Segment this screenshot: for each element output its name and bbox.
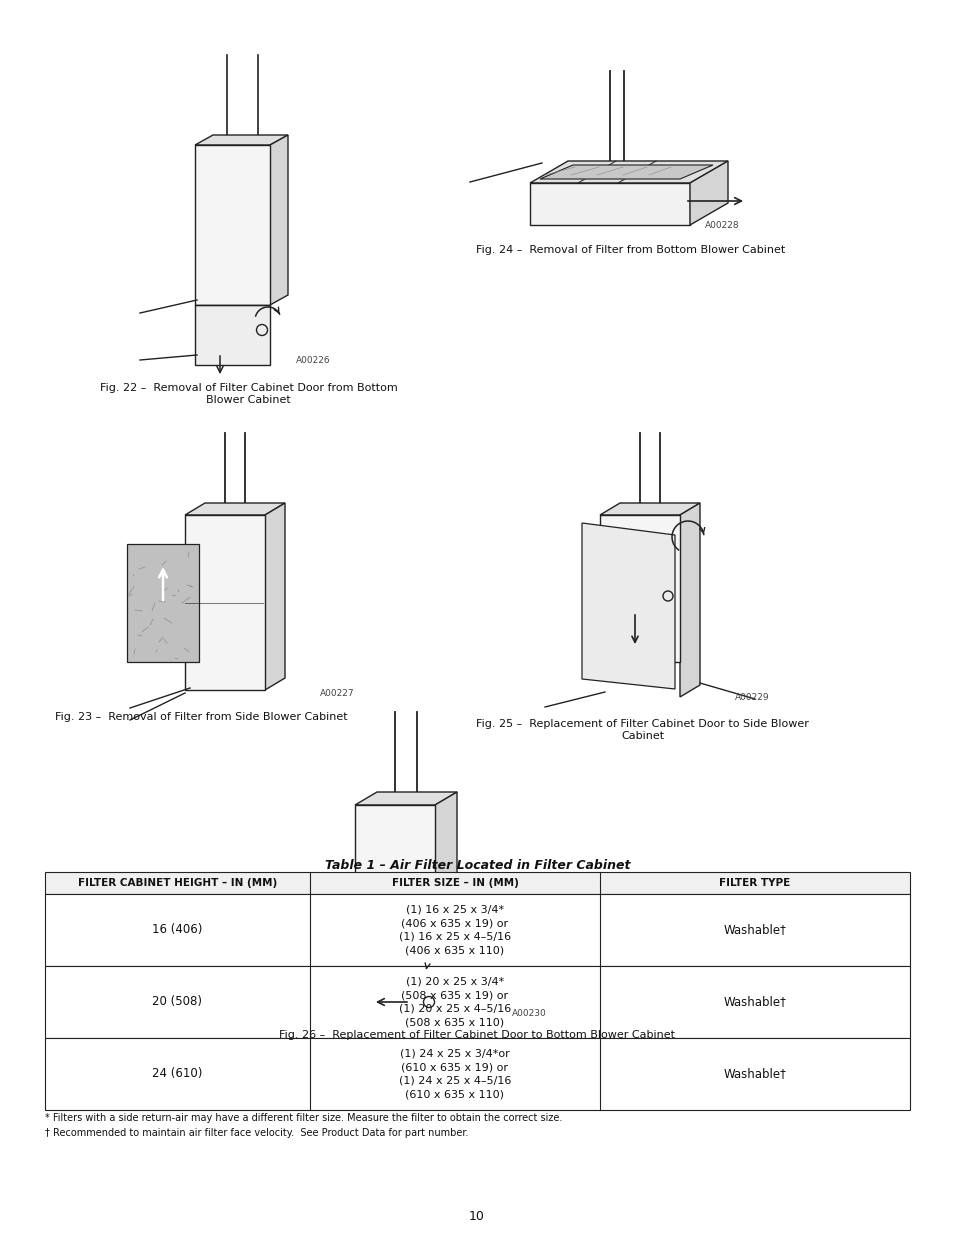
Text: 24 (610): 24 (610) [152, 1067, 202, 1081]
Polygon shape [45, 1037, 909, 1110]
Polygon shape [355, 805, 435, 962]
Text: A00227: A00227 [320, 689, 355, 698]
Polygon shape [355, 962, 435, 1015]
Text: Washable†: Washable† [722, 995, 785, 1009]
Text: Fig. 22 –  Removal of Filter Cabinet Door from Bottom
Blower Cabinet: Fig. 22 – Removal of Filter Cabinet Door… [100, 383, 397, 405]
Text: A00229: A00229 [735, 693, 769, 701]
Text: 16 (406): 16 (406) [152, 924, 202, 936]
Polygon shape [185, 515, 265, 690]
Polygon shape [127, 543, 199, 662]
Polygon shape [45, 966, 909, 1037]
Polygon shape [265, 503, 285, 690]
Text: Table 1 – Air Filter Located in Filter Cabinet: Table 1 – Air Filter Located in Filter C… [324, 860, 630, 872]
Text: (1) 16 x 25 x 3/4*
(406 x 635 x 19) or
(1) 16 x 25 x 4–5/16
(406 x 635 x 110): (1) 16 x 25 x 3/4* (406 x 635 x 19) or (… [398, 904, 511, 956]
Text: FILTER SIZE – IN (MM): FILTER SIZE – IN (MM) [391, 878, 517, 888]
Text: Fig. 24 –  Removal of Filter from Bottom Blower Cabinet: Fig. 24 – Removal of Filter from Bottom … [476, 245, 784, 254]
Polygon shape [185, 503, 285, 515]
Polygon shape [435, 792, 456, 962]
Text: Washable†: Washable† [722, 924, 785, 936]
Polygon shape [194, 305, 270, 366]
Polygon shape [530, 183, 689, 225]
Polygon shape [45, 894, 909, 966]
Text: A00228: A00228 [704, 221, 740, 230]
Text: † Recommended to maintain air filter face velocity.  See Product Data for part n: † Recommended to maintain air filter fac… [45, 1128, 468, 1137]
Polygon shape [599, 503, 700, 515]
Text: 20 (508): 20 (508) [152, 995, 202, 1009]
Polygon shape [581, 522, 675, 689]
Text: (1) 20 x 25 x 3/4*
(508 x 635 x 19) or
(1) 20 x 25 x 4–5/16
(508 x 635 x 110): (1) 20 x 25 x 3/4* (508 x 635 x 19) or (… [398, 977, 511, 1028]
Polygon shape [530, 161, 727, 183]
Text: A00230: A00230 [512, 1009, 546, 1018]
Polygon shape [679, 503, 700, 697]
Polygon shape [539, 165, 712, 179]
Text: Fig. 25 –  Replacement of Filter Cabinet Door to Side Blower
Cabinet: Fig. 25 – Replacement of Filter Cabinet … [476, 719, 808, 741]
Polygon shape [45, 872, 909, 894]
Polygon shape [599, 515, 679, 662]
Polygon shape [194, 135, 288, 144]
Polygon shape [270, 135, 288, 305]
Text: 10: 10 [469, 1210, 484, 1223]
Text: * Filters with a side return-air may have a different filter size. Measure the f: * Filters with a side return-air may hav… [45, 1113, 561, 1123]
Text: A00226: A00226 [295, 356, 331, 366]
Polygon shape [355, 792, 456, 805]
Text: FILTER TYPE: FILTER TYPE [719, 878, 790, 888]
Polygon shape [689, 161, 727, 225]
Text: Washable†: Washable† [722, 1067, 785, 1081]
Text: Fig. 23 –  Removal of Filter from Side Blower Cabinet: Fig. 23 – Removal of Filter from Side Bl… [55, 713, 347, 722]
Text: Fig. 26 –  Replacement of Filter Cabinet Door to Bottom Blower Cabinet: Fig. 26 – Replacement of Filter Cabinet … [278, 1030, 675, 1040]
Polygon shape [194, 144, 270, 305]
Text: FILTER CABINET HEIGHT – IN (MM): FILTER CABINET HEIGHT – IN (MM) [78, 878, 276, 888]
Text: (1) 24 x 25 x 3/4*or
(610 x 635 x 19) or
(1) 24 x 25 x 4–5/16
(610 x 635 x 110): (1) 24 x 25 x 3/4*or (610 x 635 x 19) or… [398, 1049, 511, 1099]
